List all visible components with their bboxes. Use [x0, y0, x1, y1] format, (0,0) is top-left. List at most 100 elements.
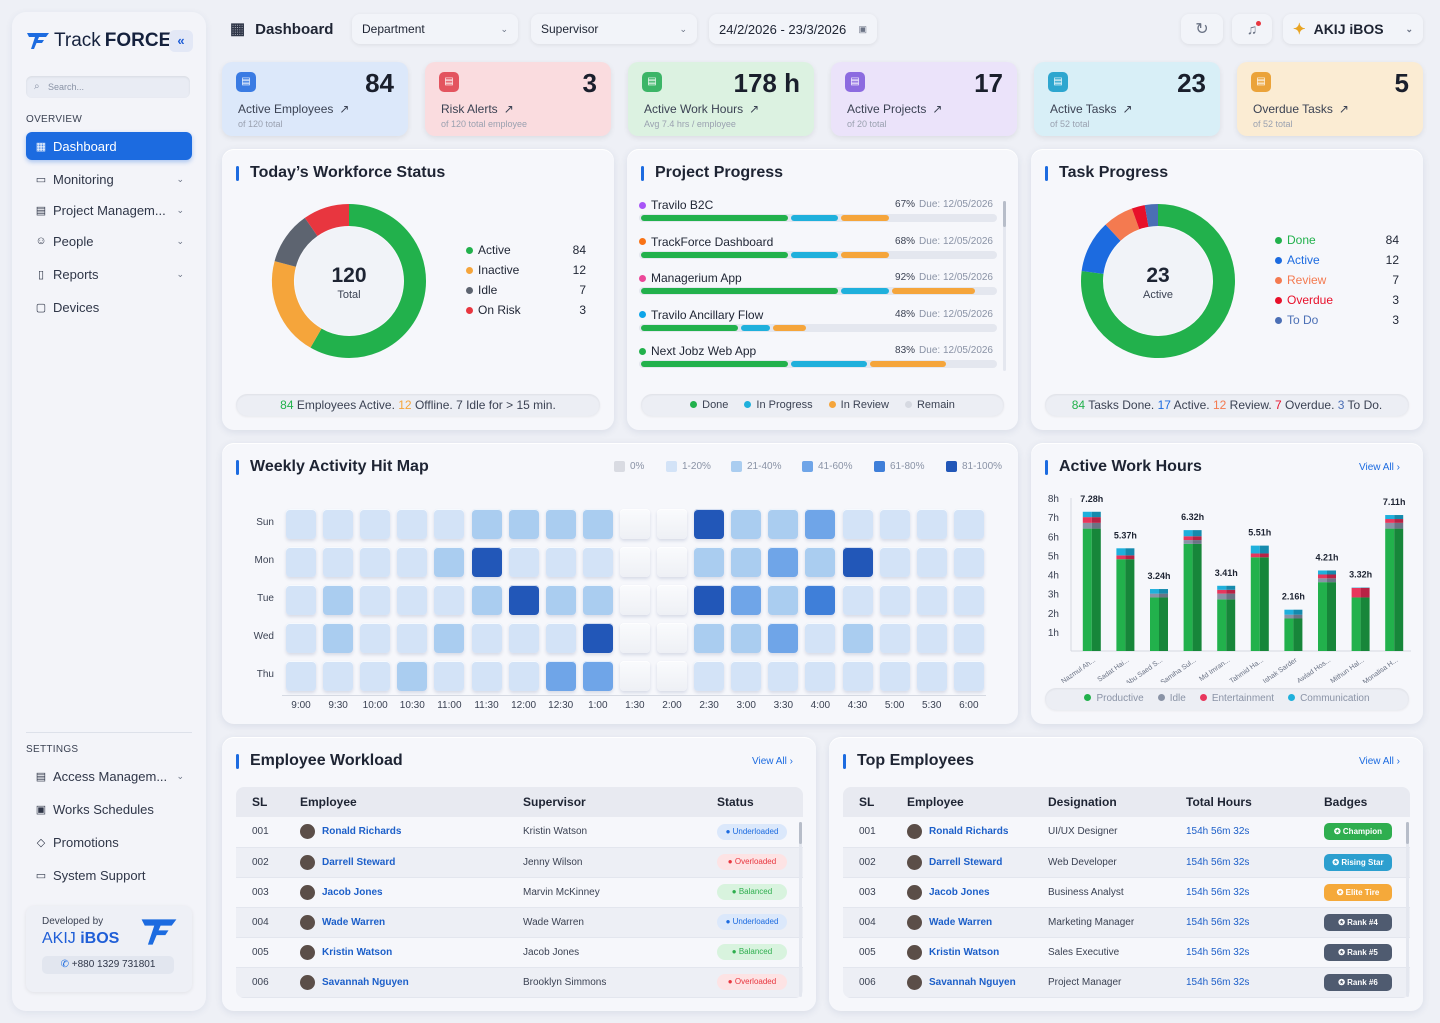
- heatmap-cell[interactable]: [286, 509, 316, 539]
- heatmap-cell[interactable]: [323, 661, 354, 691]
- bar-segment-idle[interactable]: [1082, 522, 1092, 529]
- bar-segment-communication[interactable]: [1217, 585, 1227, 590]
- employee-name[interactable]: Jacob Jones: [907, 884, 1048, 900]
- heatmap-cell[interactable]: [768, 509, 799, 539]
- heatmap-cell[interactable]: [619, 509, 650, 539]
- bar-segment-communication[interactable]: [1318, 570, 1327, 575]
- heatmap-cell[interactable]: [434, 509, 465, 539]
- supervisor-select[interactable]: Supervisor ⌄: [531, 14, 697, 44]
- heatmap-cell[interactable]: [694, 585, 725, 615]
- heatmap-cell[interactable]: [508, 585, 539, 615]
- sidebar-item-project-management[interactable]: ▤ Project Managem... ⌄: [26, 196, 192, 224]
- heatmap-cell[interactable]: [731, 509, 762, 539]
- heatmap-cell[interactable]: [916, 509, 947, 539]
- heatmap-cell[interactable]: [582, 661, 613, 691]
- heatmap-cell[interactable]: [805, 623, 836, 653]
- top-employees-view-all[interactable]: View All ›: [1359, 756, 1400, 767]
- heatmap-cell[interactable]: [953, 585, 984, 615]
- heatmap-cell[interactable]: [582, 585, 613, 615]
- bar-segment-entertainment[interactable]: [1116, 555, 1126, 560]
- heatmap-cell[interactable]: [805, 547, 836, 577]
- bar-segment-entertainment[interactable]: [1082, 517, 1092, 523]
- table-row[interactable]: 002 Darrell Steward Web Developer 154h 56m …: [843, 847, 1410, 877]
- kpi-card[interactable]: ▤ 17 Active Projects ↗ of 20 total: [831, 62, 1017, 136]
- heatmap-cell[interactable]: [842, 623, 873, 653]
- employee-name[interactable]: Ronald Richards: [907, 824, 1048, 840]
- heatmap-cell[interactable]: [619, 547, 650, 577]
- bar-segment-productive[interactable]: [1082, 528, 1092, 651]
- employee-name[interactable]: Darrell Steward: [300, 854, 523, 870]
- table-row[interactable]: 005 Kristin Watson Sales Executive 154h 56m…: [843, 937, 1410, 967]
- brand-logo[interactable]: Track FORCE: [26, 30, 171, 52]
- heatmap-cell[interactable]: [508, 547, 539, 577]
- table-row[interactable]: 001 Ronald Richards UI/UX Designer 154h 56m…: [843, 817, 1410, 847]
- heatmap-cell[interactable]: [397, 585, 428, 615]
- heatmap-cell[interactable]: [953, 509, 984, 539]
- heatmap-cell[interactable]: [434, 585, 465, 615]
- heatmap-cell[interactable]: [916, 585, 947, 615]
- heatmap-cell[interactable]: [471, 661, 502, 691]
- heatmap-cell[interactable]: [694, 509, 725, 539]
- refresh-button[interactable]: ↻: [1181, 14, 1223, 44]
- kpi-card[interactable]: ▤ 178 h Active Work Hours ↗ Avg 7.4 hrs / em…: [628, 62, 814, 136]
- bar-segment-productive[interactable]: [1351, 597, 1361, 651]
- notifications-button[interactable]: ♫: [1232, 14, 1272, 44]
- heatmap-cell[interactable]: [471, 509, 502, 539]
- collapse-sidebar-button[interactable]: «: [169, 30, 193, 52]
- work-hours-view-all[interactable]: View All ›: [1359, 462, 1400, 473]
- heatmap-cell[interactable]: [397, 623, 428, 653]
- heatmap-cell[interactable]: [286, 547, 316, 577]
- bar-segment-productive[interactable]: [1183, 543, 1193, 651]
- heatmap-cell[interactable]: [508, 661, 539, 691]
- bar-segment-entertainment[interactable]: [1385, 519, 1395, 523]
- heatmap-cell[interactable]: [286, 623, 316, 653]
- bar-segment-productive[interactable]: [1250, 557, 1260, 651]
- heatmap-cell[interactable]: [471, 623, 502, 653]
- table-row[interactable]: 006 Savannah Nguyen Brooklyn Simmons ● Over…: [236, 967, 803, 997]
- heatmap-cell[interactable]: [657, 509, 687, 539]
- kpi-card[interactable]: ▤ 5 Overdue Tasks ↗ of 52 total: [1237, 62, 1423, 136]
- heatmap-cell[interactable]: [397, 661, 428, 691]
- heatmap-cell[interactable]: [768, 547, 799, 577]
- heatmap-cell[interactable]: [731, 661, 762, 691]
- table-row[interactable]: 004 Wade Warren Marketing Manager 154h 56m …: [843, 907, 1410, 937]
- kpi-card[interactable]: ▤ 3 Risk Alerts ↗ of 120 total employee: [425, 62, 611, 136]
- sidebar-item-access-management[interactable]: ▤ Access Managem... ⌄: [26, 762, 192, 790]
- heatmap-cell[interactable]: [619, 661, 650, 691]
- heatmap-cell[interactable]: [286, 585, 316, 615]
- heatmap-cell[interactable]: [953, 661, 984, 691]
- heatmap-cell[interactable]: [508, 509, 539, 539]
- bar-segment-idle[interactable]: [1183, 540, 1193, 544]
- bar-segment-communication[interactable]: [1385, 515, 1395, 520]
- workload-view-all[interactable]: View All ›: [752, 756, 793, 767]
- heatmap-cell[interactable]: [582, 547, 613, 577]
- heatmap-cell[interactable]: [545, 661, 576, 691]
- bar-segment-idle[interactable]: [1150, 593, 1159, 598]
- bar-segment-productive[interactable]: [1284, 618, 1294, 651]
- bar-segment-idle[interactable]: [1318, 578, 1327, 583]
- table-row[interactable]: 002 Darrell Steward Jenny Wilson ● Overload…: [236, 847, 803, 877]
- bar-segment-communication[interactable]: [1284, 609, 1294, 615]
- date-range-picker[interactable]: 24/2/2026 - 23/3/2026 ▣: [709, 14, 877, 44]
- heatmap-cell[interactable]: [508, 623, 539, 653]
- bar-segment-entertainment[interactable]: [1183, 536, 1193, 541]
- kpi-card[interactable]: ▤ 23 Active Tasks ↗ of 52 total: [1034, 62, 1220, 136]
- heatmap-cell[interactable]: [323, 547, 354, 577]
- heatmap-cell[interactable]: [953, 547, 984, 577]
- heatmap-cell[interactable]: [731, 585, 762, 615]
- heatmap-cell[interactable]: [471, 585, 502, 615]
- heatmap-cell[interactable]: [731, 547, 762, 577]
- heatmap-cell[interactable]: [360, 509, 391, 539]
- project-scrollbar[interactable]: [1003, 201, 1006, 371]
- heatmap-cell[interactable]: [360, 623, 391, 653]
- employee-name[interactable]: Wade Warren: [300, 914, 523, 930]
- heatmap-cell[interactable]: [953, 623, 984, 653]
- heatmap-cell[interactable]: [286, 661, 316, 691]
- bar-segment-communication[interactable]: [1116, 548, 1126, 556]
- heatmap-cell[interactable]: [397, 509, 428, 539]
- sidebar-item-promotions[interactable]: ◇ Promotions: [26, 828, 192, 856]
- kpi-card[interactable]: ▤ 84 Active Employees ↗ of 120 total: [222, 62, 408, 136]
- heatmap-cell[interactable]: [805, 509, 836, 539]
- heatmap-cell[interactable]: [842, 547, 873, 577]
- heatmap-cell[interactable]: [731, 623, 762, 653]
